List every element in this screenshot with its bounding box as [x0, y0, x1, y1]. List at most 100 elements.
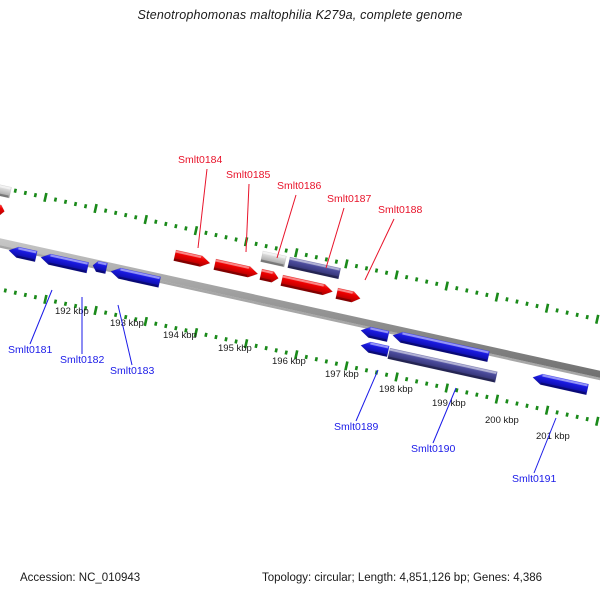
ruler-minor-tick [475, 392, 479, 397]
feature-shadow [96, 269, 105, 274]
gene-feature-forward-body[interactable] [335, 287, 362, 304]
gene-feature-reverse[interactable] [532, 372, 589, 396]
gene-feature-reverse[interactable] [8, 245, 38, 263]
other-feature-body[interactable] [0, 182, 12, 199]
gene-label-smlt0184[interactable]: Smlt0184 [178, 154, 223, 166]
gene-feature-reverse-body[interactable] [392, 330, 490, 363]
feature-shadow [118, 276, 158, 288]
ruler-minor-tick [184, 226, 188, 231]
gene-feature-reverse[interactable] [92, 260, 108, 275]
gene-feature-reverse[interactable] [360, 340, 390, 358]
gene-label-smlt0181[interactable]: Smlt0181 [8, 344, 53, 356]
gene-feature-reverse-body[interactable] [40, 252, 90, 274]
gene-feature-reverse-body[interactable] [110, 266, 162, 288]
feature-shadow [287, 265, 338, 279]
ruler-minor-tick [475, 290, 479, 295]
gene-feature-reverse[interactable] [40, 252, 90, 274]
gene-leader-line [432, 387, 457, 444]
ruler-minor-tick [214, 334, 218, 340]
ruler-minor-tick [575, 414, 579, 420]
gene-label-smlt0186[interactable]: Smlt0186 [277, 180, 322, 192]
gene-feature-forward[interactable] [173, 249, 212, 269]
ruler-minor-tick [314, 254, 319, 260]
ruler-minor-tick [174, 223, 178, 229]
gene-feature-forward[interactable] [280, 274, 334, 297]
ruler-tick-label: 192 kbp [55, 306, 89, 317]
ruler-minor-tick [384, 372, 389, 377]
gene-feature-reverse[interactable] [392, 330, 490, 363]
ruler-minor-tick [585, 416, 589, 422]
ruler-major-tick [193, 327, 199, 338]
other-feature[interactable] [0, 182, 12, 199]
gene-feature-forward[interactable] [0, 202, 6, 217]
feature-shadow [387, 356, 495, 383]
ruler-major-tick [143, 214, 149, 225]
domain-feature-body[interactable] [287, 256, 342, 280]
ruler-minor-tick [83, 305, 88, 311]
domain-feature-body[interactable] [387, 347, 498, 383]
domain-feature[interactable] [287, 256, 342, 280]
ruler-minor-tick [13, 290, 18, 295]
ruler-minor-tick [23, 292, 28, 298]
gene-label-smlt0189[interactable]: Smlt0189 [334, 421, 379, 433]
gene-feature-reverse-body[interactable] [8, 245, 38, 263]
ruler-minor-tick [234, 237, 238, 242]
gene-feature-reverse-body[interactable] [360, 340, 390, 358]
reverse-strand-features[interactable] [8, 245, 589, 396]
gene-feature-reverse-body[interactable] [92, 260, 108, 275]
ruler-minor-tick [53, 197, 58, 202]
gene-feature-reverse-body[interactable] [532, 372, 589, 396]
ruler-minor-tick [284, 350, 288, 355]
gene-feature-forward[interactable] [335, 287, 362, 304]
gene-feature-forward-body[interactable] [173, 249, 212, 269]
gene-label-smlt0188[interactable]: Smlt0188 [378, 204, 423, 216]
gene-feature-forward-body[interactable] [280, 274, 334, 297]
gene-feature-forward-body[interactable] [213, 258, 259, 279]
other-feature-body[interactable] [260, 250, 287, 268]
ruler-minor-tick [184, 328, 188, 333]
ruler-tick-label: 199 kbp [432, 398, 466, 409]
gene-label-smlt0185[interactable]: Smlt0185 [226, 169, 271, 181]
ruler-major-tick [294, 248, 299, 258]
other-feature[interactable] [260, 250, 287, 268]
gene-feature-reverse[interactable] [360, 325, 390, 343]
domain-feature[interactable] [387, 347, 498, 383]
ruler-minor-tick [154, 321, 158, 326]
ruler-minor-tick [485, 394, 489, 400]
gene-leader-line [117, 304, 133, 366]
ruler-tick-label: 196 kbp [272, 356, 306, 367]
ruler-minor-tick [364, 266, 369, 271]
ruler-minor-tick [414, 277, 419, 282]
feature-highlight [261, 269, 273, 274]
gene-label-smlt0183[interactable]: Smlt0183 [110, 365, 155, 377]
feature-highlight [97, 261, 107, 266]
ruler-major-tick [43, 294, 48, 305]
feature-shadow [260, 259, 284, 267]
gene-leader-line [197, 168, 208, 249]
gene-feature-forward-body[interactable] [0, 202, 6, 217]
ruler-minor-tick [274, 348, 278, 353]
gene-label-smlt0187[interactable]: Smlt0187 [327, 193, 372, 205]
gene-feature-forward[interactable] [213, 258, 259, 279]
feature-shadow [400, 340, 487, 362]
ruler-minor-tick [435, 281, 439, 287]
ruler-minor-tick [164, 323, 168, 329]
gene-feature-reverse-body[interactable] [360, 325, 390, 343]
ruler-minor-tick [103, 310, 108, 315]
gene-feature-forward[interactable] [259, 268, 280, 284]
forward-strand-features[interactable] [0, 182, 362, 304]
ruler-minor-tick [334, 361, 339, 366]
gene-feature-forward-body[interactable] [259, 268, 280, 284]
gene-feature-reverse[interactable] [110, 266, 162, 288]
ruler-minor-tick [334, 259, 339, 264]
gene-leader-line [533, 417, 557, 474]
ruler-minor-tick [73, 201, 78, 207]
gene-label-smlt0191[interactable]: Smlt0191 [512, 473, 557, 485]
feature-shadow [173, 258, 200, 267]
gene-label-smlt0182[interactable]: Smlt0182 [60, 354, 105, 366]
gene-label-smlt0190[interactable]: Smlt0190 [411, 443, 456, 455]
ruler-minor-tick [505, 399, 509, 404]
